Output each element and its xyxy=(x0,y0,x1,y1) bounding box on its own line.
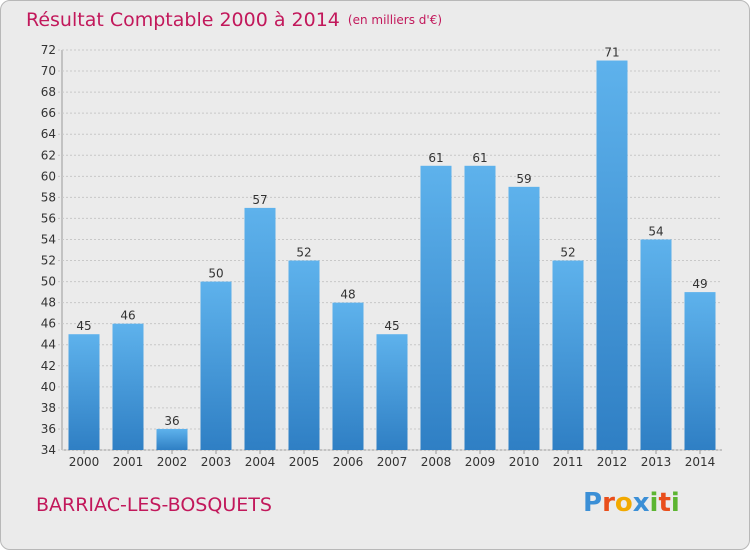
y-tick-label: 54 xyxy=(41,232,56,246)
x-tick-label: 2004 xyxy=(245,455,276,469)
bar xyxy=(552,260,584,450)
x-tick-label: 2009 xyxy=(465,455,496,469)
y-tick-label: 46 xyxy=(41,317,56,331)
chart-subtitle: (en milliers d'€) xyxy=(347,13,443,27)
bar-value-label: 71 xyxy=(604,46,619,60)
y-tick-label: 70 xyxy=(41,64,56,78)
bar-value-label: 45 xyxy=(76,319,91,333)
bar xyxy=(464,165,496,450)
y-tick-label: 64 xyxy=(41,127,56,141)
y-tick-label: 62 xyxy=(41,148,56,162)
location-label: BARRIAC-LES-BOSQUETS xyxy=(36,494,272,516)
bar-value-label: 49 xyxy=(692,277,707,291)
bar-value-label: 61 xyxy=(428,151,443,165)
x-tick-label: 2008 xyxy=(421,455,452,469)
bar-value-label: 57 xyxy=(252,193,267,207)
bar xyxy=(596,60,628,451)
bar xyxy=(508,186,540,450)
bar-value-label: 45 xyxy=(384,319,399,333)
bar-value-label: 52 xyxy=(296,246,311,260)
bar xyxy=(156,428,188,450)
logo-letter: P xyxy=(583,488,603,518)
x-tick-label: 2001 xyxy=(113,455,144,469)
proxiti-logo: Proxiti xyxy=(583,488,680,518)
bar xyxy=(332,302,364,450)
chart-title-text: Résultat Comptable 2000 à 2014 xyxy=(26,9,340,31)
logo-letter: i xyxy=(670,488,680,518)
bar xyxy=(420,165,452,450)
logo-letter: r xyxy=(602,488,615,518)
y-tick-label: 56 xyxy=(41,211,56,225)
bar xyxy=(200,281,232,450)
bar-value-label: 48 xyxy=(340,288,355,302)
y-tick-label: 50 xyxy=(41,275,56,289)
y-tick-label: 42 xyxy=(41,359,56,373)
bar xyxy=(376,334,408,450)
bar-value-label: 46 xyxy=(120,309,135,323)
y-tick-label: 60 xyxy=(41,169,56,183)
y-tick-label: 40 xyxy=(41,380,56,394)
x-tick-label: 2000 xyxy=(69,455,100,469)
y-tick-label: 38 xyxy=(41,401,56,415)
y-tick-label: 36 xyxy=(41,422,56,436)
logo-letter: i xyxy=(649,488,659,518)
logo-letter: x xyxy=(632,488,650,518)
y-tick-label: 66 xyxy=(41,106,56,120)
x-tick-label: 2007 xyxy=(377,455,408,469)
x-tick-label: 2010 xyxy=(509,455,540,469)
y-tick-label: 58 xyxy=(41,190,56,204)
bar xyxy=(244,207,276,450)
bar-value-label: 59 xyxy=(516,172,531,186)
x-tick-label: 2006 xyxy=(333,455,364,469)
bar xyxy=(112,323,144,450)
bar-value-label: 54 xyxy=(648,224,663,238)
bar-value-label: 61 xyxy=(472,151,487,165)
logo-letter: t xyxy=(658,488,671,518)
x-tick-label: 2003 xyxy=(201,455,232,469)
x-tick-label: 2011 xyxy=(553,455,584,469)
x-tick-label: 2005 xyxy=(289,455,320,469)
y-tick-label: 68 xyxy=(41,85,56,99)
x-tick-label: 2012 xyxy=(597,455,628,469)
chart-title: Résultat Comptable 2000 à 2014 (en millie… xyxy=(26,9,442,31)
bar-value-label: 52 xyxy=(560,246,575,260)
bar-value-label: 50 xyxy=(208,267,223,281)
bar xyxy=(288,260,320,450)
y-tick-label: 34 xyxy=(41,443,56,457)
y-tick-label: 44 xyxy=(41,338,56,352)
x-tick-label: 2014 xyxy=(685,455,716,469)
bar xyxy=(684,292,716,450)
y-tick-label: 72 xyxy=(41,43,56,57)
x-tick-label: 2013 xyxy=(641,455,672,469)
x-tick-label: 2002 xyxy=(157,455,188,469)
logo-letter: o xyxy=(614,488,633,518)
y-tick-label: 48 xyxy=(41,296,56,310)
bar-value-label: 36 xyxy=(164,414,179,428)
y-tick-label: 52 xyxy=(41,254,56,268)
bar xyxy=(68,334,100,450)
bar xyxy=(640,239,672,450)
